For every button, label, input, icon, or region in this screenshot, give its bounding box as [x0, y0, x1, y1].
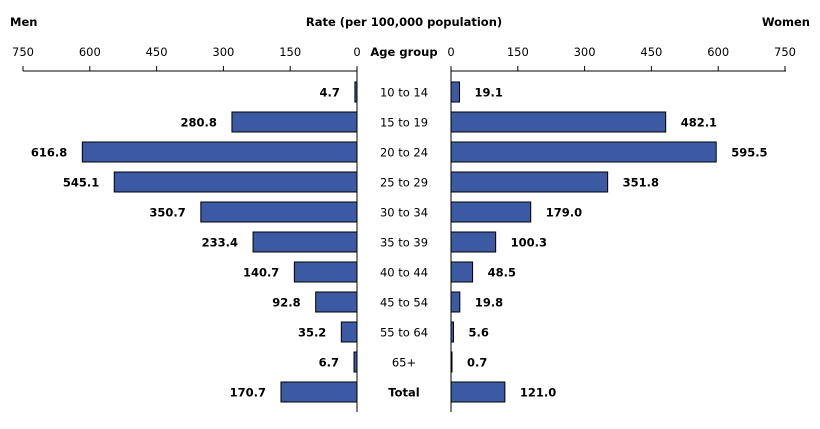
age-group-label: 40 to 44: [380, 266, 428, 280]
women-bar: [450, 171, 609, 193]
men-bar: [354, 81, 358, 103]
men-value-label: 35.2: [298, 326, 326, 340]
women-value-label: 351.8: [623, 176, 659, 190]
women-bar: [450, 381, 506, 403]
women-bar: [450, 321, 454, 343]
age-group-label: 55 to 64: [380, 326, 428, 340]
age-group-label: 30 to 34: [380, 206, 428, 220]
men-value-label: 616.8: [31, 146, 67, 160]
women-bar: [450, 261, 474, 283]
men-value-label: 350.7: [149, 206, 185, 220]
men-bar: [81, 141, 358, 163]
age-group-label: 45 to 54: [380, 296, 428, 310]
men-value-label: 4.7: [320, 86, 340, 100]
women-bar: [450, 291, 461, 313]
women-bar: [450, 351, 453, 373]
men-value-label: 6.7: [319, 356, 339, 370]
right-tick-label: 300: [574, 45, 596, 59]
women-value-label: 179.0: [546, 206, 582, 220]
women-bar: [450, 201, 532, 223]
age-group-label: 20 to 24: [380, 146, 428, 160]
left-tick-label: 300: [212, 45, 234, 59]
left-tick-label: 0: [353, 45, 360, 59]
women-value-label: 5.6: [468, 326, 488, 340]
men-bar: [252, 231, 358, 253]
women-value-label: 0.7: [467, 356, 487, 370]
men-value-label: 92.8: [272, 296, 300, 310]
left-tick-label: 600: [79, 45, 101, 59]
men-bar: [200, 201, 358, 223]
men-bar: [113, 171, 358, 193]
men-bar: [315, 291, 358, 313]
women-value-label: 100.3: [511, 236, 547, 250]
men-value-label: 233.4: [202, 236, 238, 250]
chart-marks: 750 600 450 300 150 0 0 150 300 450 600 750 4.7 19.1 1…: [12, 45, 796, 403]
left-tick-label: 750: [12, 45, 34, 59]
right-tick-label: 150: [507, 45, 529, 59]
women-bar: [450, 81, 461, 103]
women-bar: [450, 231, 497, 253]
left-tick-label: 450: [146, 45, 168, 59]
right-tick-label: 0: [447, 45, 454, 59]
women-value-label: 482.1: [681, 116, 717, 130]
men-bar: [353, 351, 358, 373]
women-bar: [450, 141, 717, 163]
age-group-label: 35 to 39: [380, 236, 428, 250]
men-bar: [231, 111, 358, 133]
age-group-label: 65+: [392, 356, 416, 370]
women-value-label: 121.0: [520, 386, 556, 400]
age-group-label: 15 to 19: [380, 116, 428, 130]
right-tick-label: 600: [707, 45, 729, 59]
left-panel-label: Men: [10, 15, 37, 29]
women-value-label: 48.5: [488, 266, 516, 280]
women-value-label: 595.5: [731, 146, 767, 160]
age-group-label: Total: [388, 386, 419, 400]
men-bar: [280, 381, 358, 403]
women-bar: [450, 111, 667, 133]
age-group-label: 10 to 14: [380, 86, 428, 100]
men-bar: [340, 321, 358, 343]
age-group-header: Age group: [370, 45, 437, 59]
right-tick-label: 450: [640, 45, 662, 59]
men-value-label: 280.8: [181, 116, 217, 130]
women-value-label: 19.8: [475, 296, 503, 310]
men-bar: [293, 261, 358, 283]
men-value-label: 545.1: [63, 176, 99, 190]
right-panel-label: Women: [762, 15, 810, 29]
men-value-label: 170.7: [230, 386, 266, 400]
left-tick-label: 150: [279, 45, 301, 59]
age-group-label: 25 to 29: [380, 176, 428, 190]
chart-title: Rate (per 100,000 population): [306, 15, 502, 29]
women-value-label: 19.1: [475, 86, 503, 100]
right-tick-label: 750: [774, 45, 796, 59]
men-value-label: 140.7: [243, 266, 279, 280]
